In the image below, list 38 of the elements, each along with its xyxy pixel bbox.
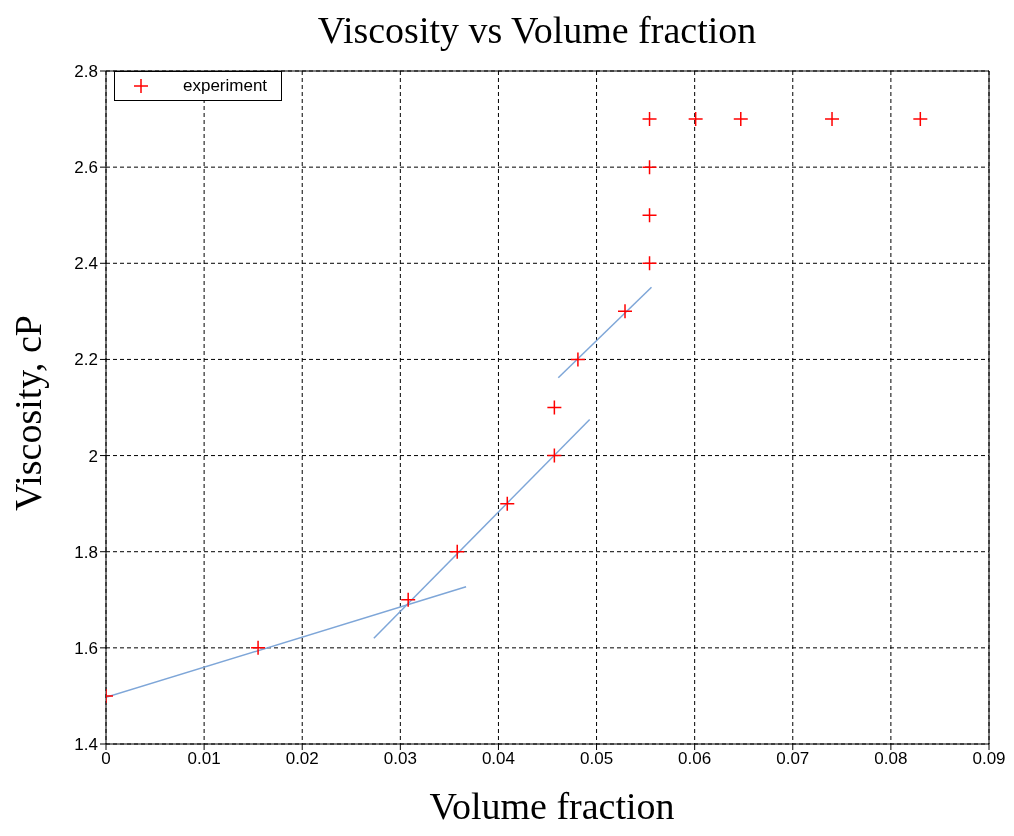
point [449,543,465,560]
point [641,159,658,175]
point [546,447,563,464]
y-tick-label: 1.6 [74,638,98,658]
x-tick-label: 0 [101,749,111,769]
y-axis-title: Viscosity, cP [6,315,50,511]
point [687,111,704,127]
point [499,495,516,512]
point [912,111,929,127]
point [570,351,586,368]
x-tick-label: 0.09 [972,749,1006,769]
y-tick-label: 2 [88,446,98,466]
point [546,399,563,416]
x-tick-label: 0.02 [285,749,319,769]
legend-label: experiment [183,76,268,96]
y-tick-label: 1.4 [74,735,98,755]
x-tick-label: 0.08 [874,749,908,769]
y-tick-label: 2.6 [74,158,98,178]
x-tick-label: 0.05 [580,749,614,769]
x-tick-label: 0.03 [383,749,417,769]
point [733,111,749,127]
point [250,640,266,656]
point [400,592,416,608]
point [641,255,658,272]
point [617,303,633,320]
y-tick-label: 1.8 [74,542,98,562]
x-tick-label: 0.06 [678,749,712,769]
y-tick-label: 2.4 [74,254,98,274]
x-axis-title: Volume fraction [428,784,676,828]
x-tick-label: 0.01 [187,749,221,769]
chart-title: Viscosity vs Volume fraction [316,8,758,53]
point [641,207,658,223]
x-tick-label: 0.07 [776,749,810,769]
y-tick-label: 2.2 [74,350,98,370]
y-tick-label: 2.8 [74,62,98,82]
point [641,111,658,127]
point [824,111,840,127]
x-tick-label: 0.04 [481,749,515,769]
